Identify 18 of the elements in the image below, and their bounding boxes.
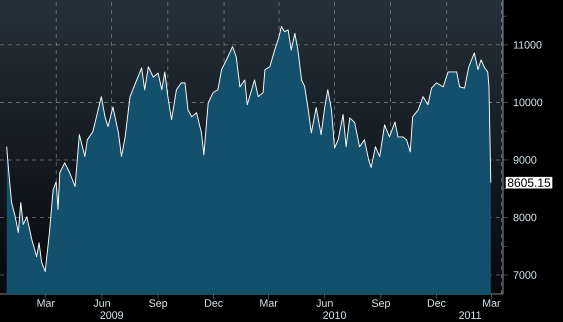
x-tick-label: Mar (37, 299, 55, 307)
y-tick-label: 11000 (514, 41, 542, 49)
x-tick-label: Jun (94, 299, 110, 307)
x-tick-label: Mar (483, 299, 500, 307)
x-tick-label: Jun (316, 299, 333, 307)
x-tick-label: Dec (205, 299, 223, 307)
y-tick-label: 9000 (514, 156, 536, 164)
x2-tick-label: 2010 (323, 311, 346, 319)
x-tick-label: Dec (428, 299, 446, 307)
x2-tick-label: 2011 (459, 311, 481, 319)
y-tick-label: 8000 (514, 214, 536, 222)
x-tick-label: Sep (372, 299, 390, 310)
y-tick-label: 10000 (514, 98, 542, 106)
y-tick-label: 7000 (514, 271, 536, 279)
x-tick-label: Mar (260, 299, 278, 307)
x2-tick-label: 2009 (100, 311, 124, 319)
x-tick-label: Sep (149, 299, 168, 310)
annotation: 8605.15 (508, 178, 550, 187)
